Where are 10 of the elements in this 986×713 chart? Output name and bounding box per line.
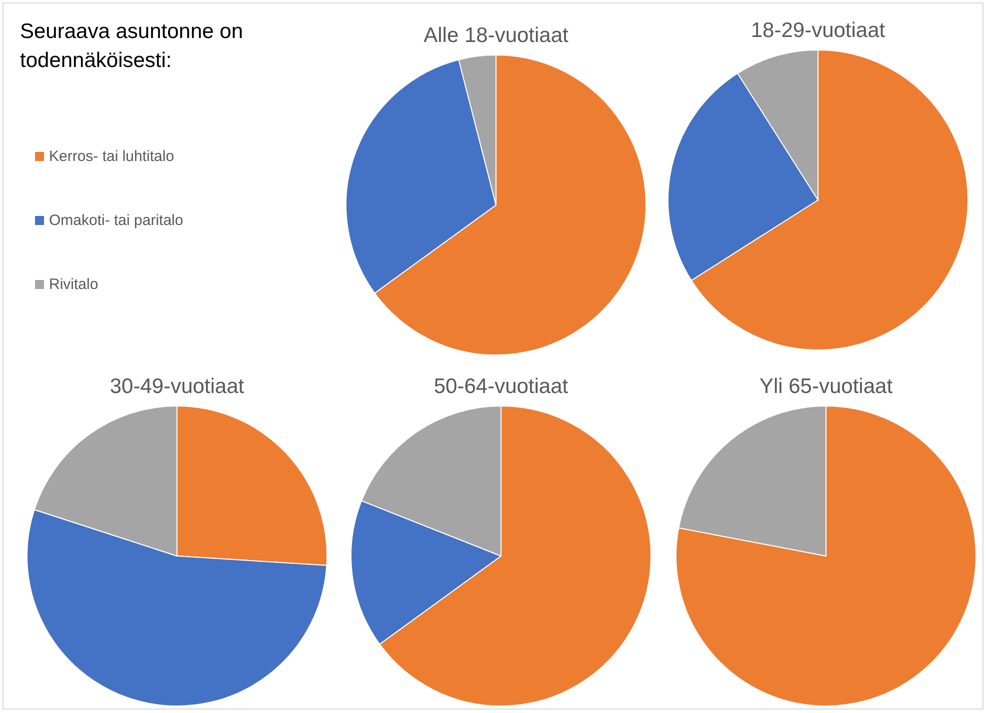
- pie-slice: [676, 406, 976, 706]
- text: Seuraava asuntonne on todennäköisesti:: [20, 20, 244, 72]
- chart-title: 30-49-vuotiaat: [110, 375, 244, 398]
- chart-title: 18-29-vuotiaat: [750, 19, 886, 42]
- legend-label: Kerros- tai luhtitalo: [49, 148, 174, 165]
- chart-title: Yli 65-vuotiaat: [759, 375, 893, 398]
- chart-title: 50-64-vuotiaat: [434, 375, 568, 398]
- chart-title: Alle 18-vuotiaat: [424, 24, 569, 47]
- legend-label: Omakoti- tai paritalo: [49, 212, 184, 229]
- legend-label: Rivitalo: [49, 276, 98, 293]
